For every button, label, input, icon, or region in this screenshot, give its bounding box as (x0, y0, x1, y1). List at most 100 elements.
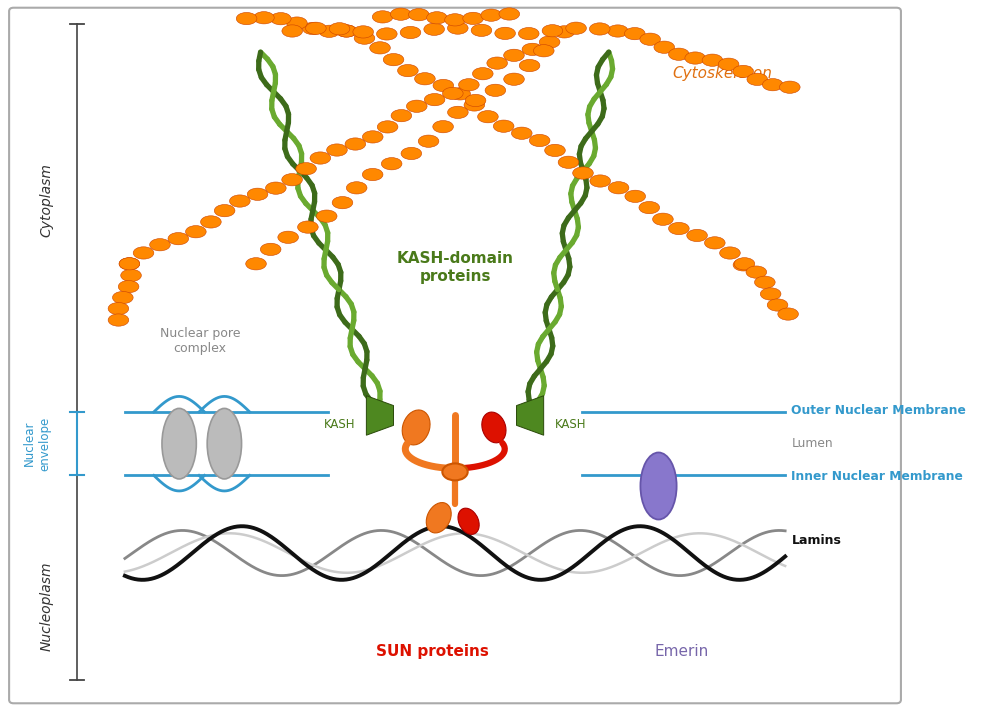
Ellipse shape (701, 54, 722, 66)
Text: Cytoskeleton: Cytoskeleton (671, 66, 771, 81)
Ellipse shape (607, 181, 628, 194)
Ellipse shape (329, 23, 349, 35)
Ellipse shape (406, 100, 427, 112)
Ellipse shape (761, 78, 782, 91)
Ellipse shape (638, 201, 659, 214)
Ellipse shape (519, 60, 539, 72)
Ellipse shape (779, 81, 800, 93)
Text: Emerin: Emerin (654, 644, 708, 659)
Ellipse shape (306, 22, 325, 34)
Ellipse shape (718, 58, 739, 70)
Ellipse shape (418, 135, 439, 147)
Ellipse shape (463, 99, 484, 111)
Ellipse shape (503, 73, 524, 85)
Ellipse shape (317, 210, 336, 223)
Ellipse shape (522, 43, 542, 55)
Ellipse shape (408, 9, 429, 21)
Ellipse shape (494, 27, 515, 40)
Ellipse shape (336, 25, 356, 37)
Ellipse shape (719, 247, 740, 259)
Polygon shape (366, 396, 393, 435)
Ellipse shape (230, 195, 249, 207)
Ellipse shape (108, 302, 128, 315)
Text: Nuclear
envelope: Nuclear envelope (23, 417, 51, 471)
Ellipse shape (639, 33, 660, 46)
Ellipse shape (447, 22, 467, 34)
Ellipse shape (472, 68, 493, 80)
Ellipse shape (745, 266, 766, 278)
Ellipse shape (372, 11, 392, 23)
Ellipse shape (518, 28, 538, 40)
Ellipse shape (296, 163, 317, 175)
Ellipse shape (480, 9, 501, 21)
Ellipse shape (503, 49, 524, 61)
Ellipse shape (162, 408, 196, 479)
Ellipse shape (332, 196, 352, 209)
FancyBboxPatch shape (9, 8, 900, 703)
Ellipse shape (553, 26, 574, 38)
Ellipse shape (168, 232, 188, 245)
Ellipse shape (732, 65, 752, 77)
Ellipse shape (464, 95, 485, 107)
Ellipse shape (481, 412, 506, 443)
Ellipse shape (286, 17, 307, 29)
Ellipse shape (684, 52, 705, 64)
Ellipse shape (477, 110, 498, 123)
Ellipse shape (207, 408, 242, 479)
Ellipse shape (624, 28, 645, 40)
Ellipse shape (400, 147, 421, 159)
Ellipse shape (470, 24, 491, 36)
Ellipse shape (185, 225, 206, 238)
Ellipse shape (432, 121, 453, 133)
Ellipse shape (383, 53, 403, 66)
Ellipse shape (112, 292, 133, 304)
Ellipse shape (377, 121, 397, 133)
Ellipse shape (119, 257, 140, 270)
Ellipse shape (607, 25, 627, 37)
Ellipse shape (528, 134, 549, 146)
Ellipse shape (565, 22, 586, 34)
Ellipse shape (370, 42, 389, 54)
Ellipse shape (345, 138, 365, 150)
Text: KASH: KASH (323, 418, 355, 431)
Ellipse shape (310, 152, 330, 164)
Ellipse shape (282, 25, 303, 37)
Ellipse shape (399, 26, 420, 38)
Ellipse shape (668, 48, 688, 60)
Ellipse shape (353, 26, 373, 38)
Ellipse shape (541, 25, 562, 37)
Ellipse shape (511, 127, 531, 139)
Ellipse shape (336, 25, 356, 37)
Ellipse shape (445, 14, 464, 26)
Ellipse shape (133, 247, 154, 259)
Text: Outer Nuclear Membrane: Outer Nuclear Membrane (791, 404, 965, 417)
Text: KASH-domain
proteins: KASH-domain proteins (396, 251, 513, 284)
Ellipse shape (119, 257, 140, 270)
Ellipse shape (414, 73, 435, 85)
Text: Cytoplasm: Cytoplasm (39, 164, 53, 237)
Ellipse shape (533, 45, 553, 57)
Ellipse shape (759, 288, 780, 300)
Text: Inner Nuclear Membrane: Inner Nuclear Membrane (791, 471, 962, 483)
Text: Nuclear pore
complex: Nuclear pore complex (160, 327, 240, 356)
Ellipse shape (200, 215, 221, 228)
Ellipse shape (318, 25, 339, 38)
Ellipse shape (118, 281, 139, 293)
Text: KASH: KASH (554, 418, 586, 431)
Ellipse shape (426, 503, 451, 533)
Ellipse shape (447, 106, 467, 119)
Ellipse shape (704, 237, 725, 249)
Ellipse shape (150, 239, 171, 251)
Ellipse shape (624, 191, 645, 203)
Ellipse shape (654, 41, 673, 53)
Ellipse shape (458, 79, 478, 91)
Ellipse shape (777, 308, 798, 320)
Ellipse shape (214, 205, 235, 217)
Ellipse shape (433, 80, 454, 92)
Ellipse shape (253, 11, 274, 24)
Ellipse shape (558, 156, 578, 169)
Ellipse shape (236, 12, 256, 25)
Ellipse shape (753, 276, 774, 289)
Polygon shape (516, 396, 543, 435)
Ellipse shape (423, 23, 444, 36)
